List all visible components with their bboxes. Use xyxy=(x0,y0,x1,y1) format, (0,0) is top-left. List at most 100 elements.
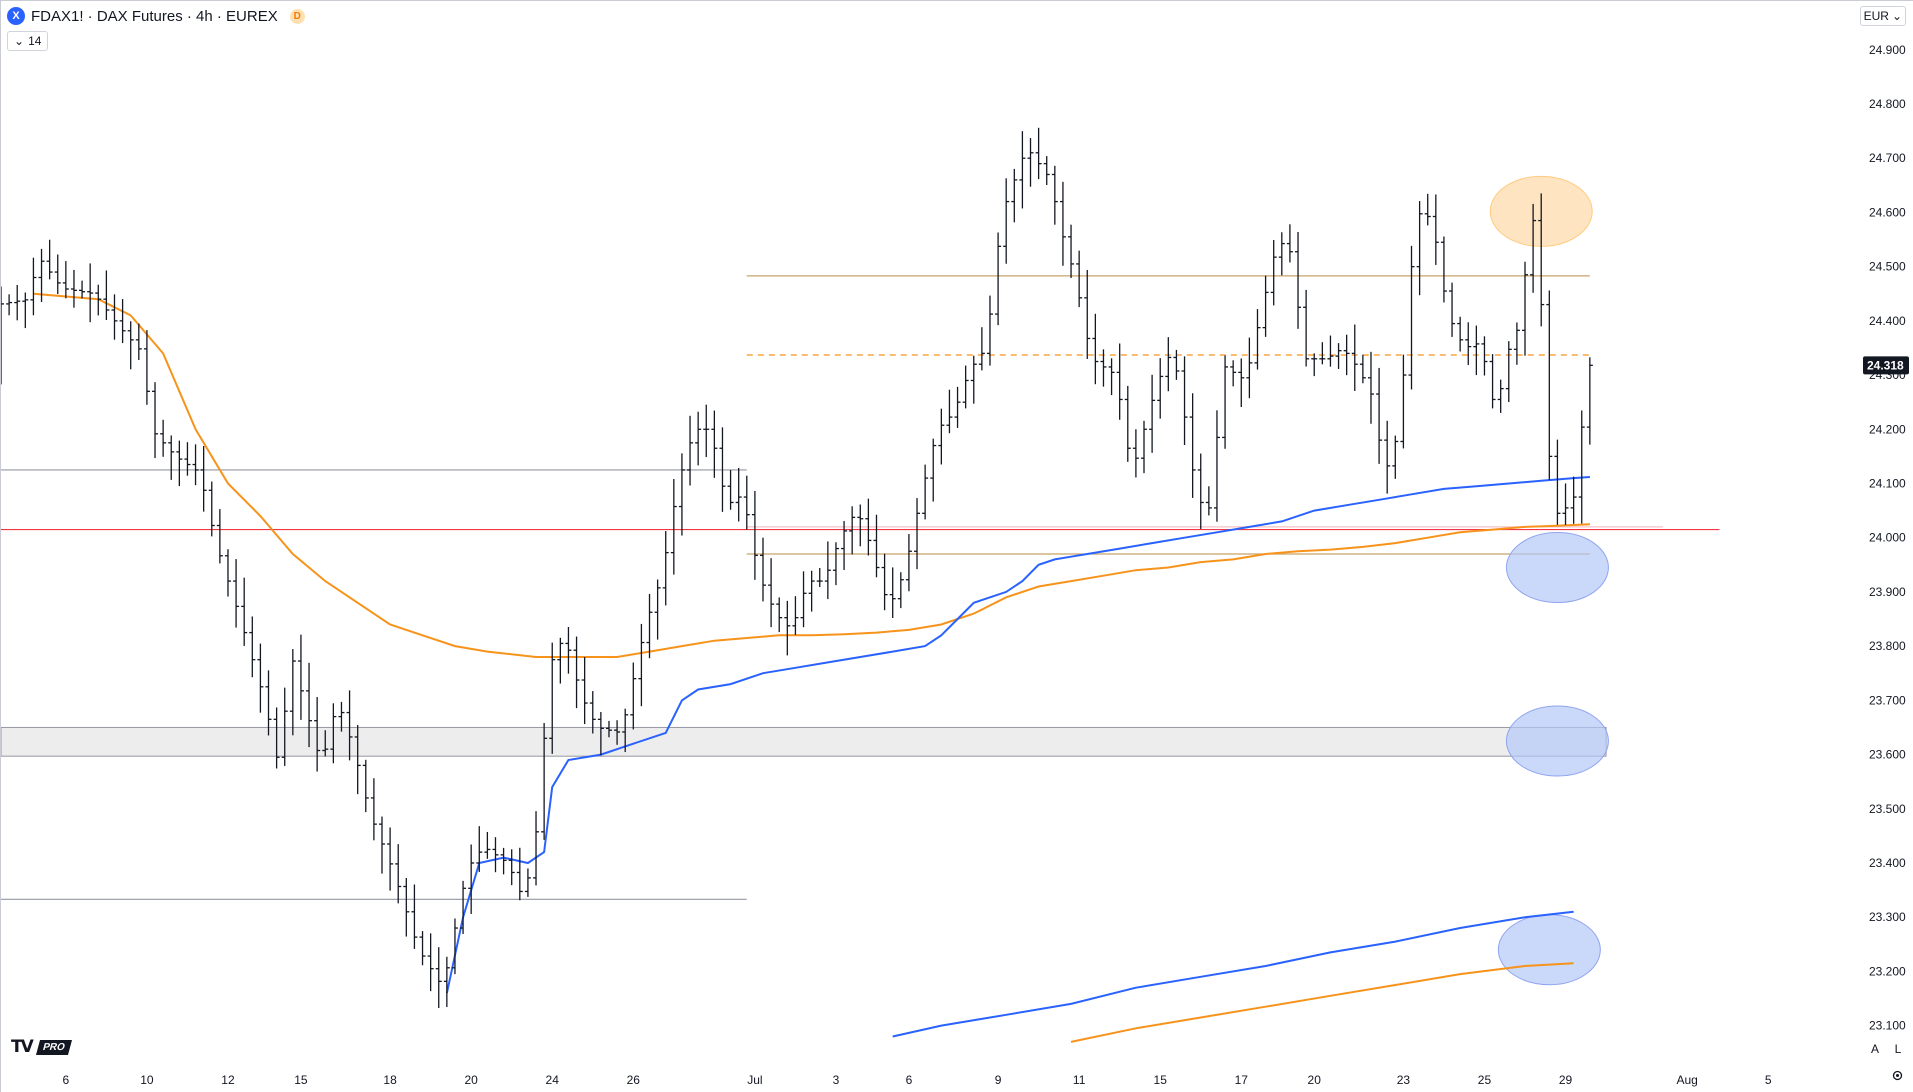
ohlc-bar xyxy=(330,703,337,764)
time-tick-label: 20 xyxy=(464,1073,478,1087)
ohlc-bar xyxy=(1092,313,1099,385)
symbol-legend[interactable]: X FDAX1! · DAX Futures · 4h · EUREX D xyxy=(7,6,305,26)
ohlc-bar xyxy=(711,410,718,478)
ohlc-bar xyxy=(168,435,175,480)
highlights-layer xyxy=(1489,175,1609,986)
session-badge[interactable]: D xyxy=(289,8,305,24)
ohlc-bar xyxy=(533,811,540,886)
ohlc-bar xyxy=(306,662,313,748)
symbol-title[interactable]: FDAX1! · DAX Futures · 4h · EUREX xyxy=(31,7,278,25)
ohlc-bar xyxy=(541,723,548,840)
price-tick-label: 23.900 xyxy=(1869,585,1906,599)
ohlc-bar xyxy=(233,559,240,628)
ohlc-bar xyxy=(735,467,742,522)
price-tick-label: 23.100 xyxy=(1869,1019,1906,1033)
price-tick-label: 23.600 xyxy=(1869,748,1906,762)
time-tick-label: 12 xyxy=(221,1073,235,1087)
ohlc-bar xyxy=(865,498,872,556)
ohlc-bars-layer xyxy=(1,127,1593,1008)
ohlc-bar xyxy=(257,643,264,713)
ohlc-bar xyxy=(776,597,783,633)
time-tick-label: 5 xyxy=(1765,1073,1772,1087)
ohlc-bar xyxy=(127,321,134,370)
price-tick-label: 23.700 xyxy=(1869,693,1906,707)
ohlc-bar xyxy=(460,880,467,934)
ohlc-bar xyxy=(1222,355,1229,449)
price-axis[interactable]: 24.900 24.800 24.700 24.600 24.500 24.400 24.3… xyxy=(1869,43,1906,1033)
tradingview-logo[interactable]: TV PRO xyxy=(11,1037,72,1057)
price-tick-label: 24.700 xyxy=(1869,151,1906,165)
ohlc-bar xyxy=(954,386,961,428)
time-tick-label: 24 xyxy=(546,1073,560,1087)
ohlc-bar xyxy=(1076,250,1083,308)
ohlc-bar xyxy=(1416,201,1423,296)
log-scale-button[interactable]: L xyxy=(1894,1042,1902,1056)
ohlc-bar xyxy=(297,634,304,720)
gear-icon[interactable] xyxy=(1889,1067,1905,1083)
ohlc-bar xyxy=(849,506,856,555)
time-tick-label: 11 xyxy=(1073,1073,1086,1087)
ohlc-bar xyxy=(1262,275,1269,337)
ohlc-bar xyxy=(646,593,653,659)
ohlc-bar xyxy=(1505,341,1512,403)
ohlc-bar xyxy=(476,826,483,872)
ohlc-bar xyxy=(1165,337,1172,392)
ohlc-bar xyxy=(1059,181,1066,266)
ohlc-bar xyxy=(751,490,758,580)
ohlc-bar xyxy=(792,596,799,635)
ohlc-bar xyxy=(484,831,491,859)
currency-selector[interactable]: EUR ⌄ xyxy=(1859,6,1906,26)
ohlc-bar xyxy=(881,553,888,611)
ohlc-bar xyxy=(1327,335,1334,367)
price-tick-label: 23.200 xyxy=(1869,964,1906,978)
time-tick-label: 6 xyxy=(906,1073,913,1087)
price-tick-label: 24.600 xyxy=(1869,205,1906,219)
ohlc-bar xyxy=(1295,232,1302,329)
ohlc-bar xyxy=(1084,269,1091,360)
ohlc-bar xyxy=(897,572,904,609)
indicators-collapse-button[interactable]: ⌄ 14 xyxy=(7,31,49,51)
ohlc-bar xyxy=(273,707,280,769)
ohlc-bar xyxy=(152,382,159,459)
price-tick-label: 24.500 xyxy=(1869,260,1906,274)
ohlc-bar xyxy=(289,649,296,736)
time-tick-label: 25 xyxy=(1478,1073,1492,1087)
ohlc-bar xyxy=(946,389,953,434)
auto-scale-button[interactable]: A xyxy=(1870,1042,1879,1056)
ohlc-bar xyxy=(281,687,288,766)
ohlc-bar xyxy=(200,446,207,512)
ohlc-bar xyxy=(62,261,69,299)
ohlc-bar xyxy=(970,355,977,404)
time-tick-label: Jul xyxy=(747,1073,762,1087)
ohlc-bar xyxy=(1319,342,1326,365)
ohlc-bar xyxy=(800,571,807,628)
ohlc-bar xyxy=(135,323,142,360)
ohlc-bar xyxy=(87,263,94,323)
ohlc-bar xyxy=(962,365,969,409)
ohlc-bar xyxy=(370,778,377,841)
ohlc-bar xyxy=(1230,360,1237,387)
ohlc-bar xyxy=(1546,290,1553,480)
price-tick-label: 23.400 xyxy=(1869,856,1906,870)
time-tick-label: Aug xyxy=(1676,1073,1697,1087)
chevron-down-icon: ⌄ xyxy=(1891,9,1902,23)
ohlc-bar xyxy=(451,918,458,975)
time-axis[interactable]: 6 10 12 15 18 20 24 26 Jul 3 6 9 11 15 17 20 23 25 29 Aug 5 xyxy=(63,1073,1772,1087)
last-price-marker: 24.318 xyxy=(1863,356,1909,375)
ohlc-bar xyxy=(403,878,410,937)
ohlc-bar xyxy=(354,725,361,795)
ohlc-bar xyxy=(1189,393,1196,498)
ohlc-bar xyxy=(192,444,199,486)
ohlc-bar xyxy=(784,600,791,656)
ohlc-bar xyxy=(695,411,702,466)
time-tick-label: 3 xyxy=(833,1073,840,1087)
ohlc-bar xyxy=(1213,410,1220,522)
ohlc-bar xyxy=(1019,131,1026,209)
ohlc-bar xyxy=(1481,336,1488,376)
ohlc-bar xyxy=(1068,224,1075,278)
ohlc-bar xyxy=(1513,322,1520,365)
price-tick-label: 24.100 xyxy=(1869,476,1906,490)
price-tick-label: 24.400 xyxy=(1869,314,1906,328)
